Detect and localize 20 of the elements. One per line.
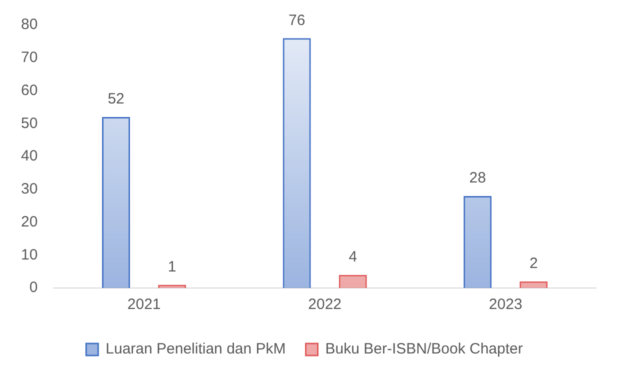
legend-label: Luaran Penelitian dan PkM [106, 340, 286, 358]
x-tick-label: 2023 [488, 296, 522, 314]
legend-label: Buku Ber-ISBN/Book Chapter [325, 340, 523, 358]
y-tick-label: 80 [20, 16, 38, 34]
y-tick-label: 0 [29, 279, 38, 296]
data-label: 2 [529, 255, 538, 272]
data-label: 28 [469, 170, 486, 187]
y-tick-label: 10 [20, 246, 38, 264]
y-tick-label: 60 [20, 82, 38, 99]
data-label: 1 [168, 258, 176, 276]
y-tick-label: 40 [20, 148, 38, 165]
data-label: 76 [288, 12, 306, 29]
y-tick-label: 70 [20, 49, 38, 66]
x-tick-label: 2022 [308, 296, 342, 314]
data-label: 4 [348, 248, 358, 266]
y-tick-label: 20 [20, 213, 38, 230]
x-tick-label: 2021 [127, 296, 161, 314]
y-tick-label: 50 [20, 114, 38, 132]
data-label: 52 [108, 90, 124, 108]
y-tick-label: 30 [20, 180, 38, 198]
